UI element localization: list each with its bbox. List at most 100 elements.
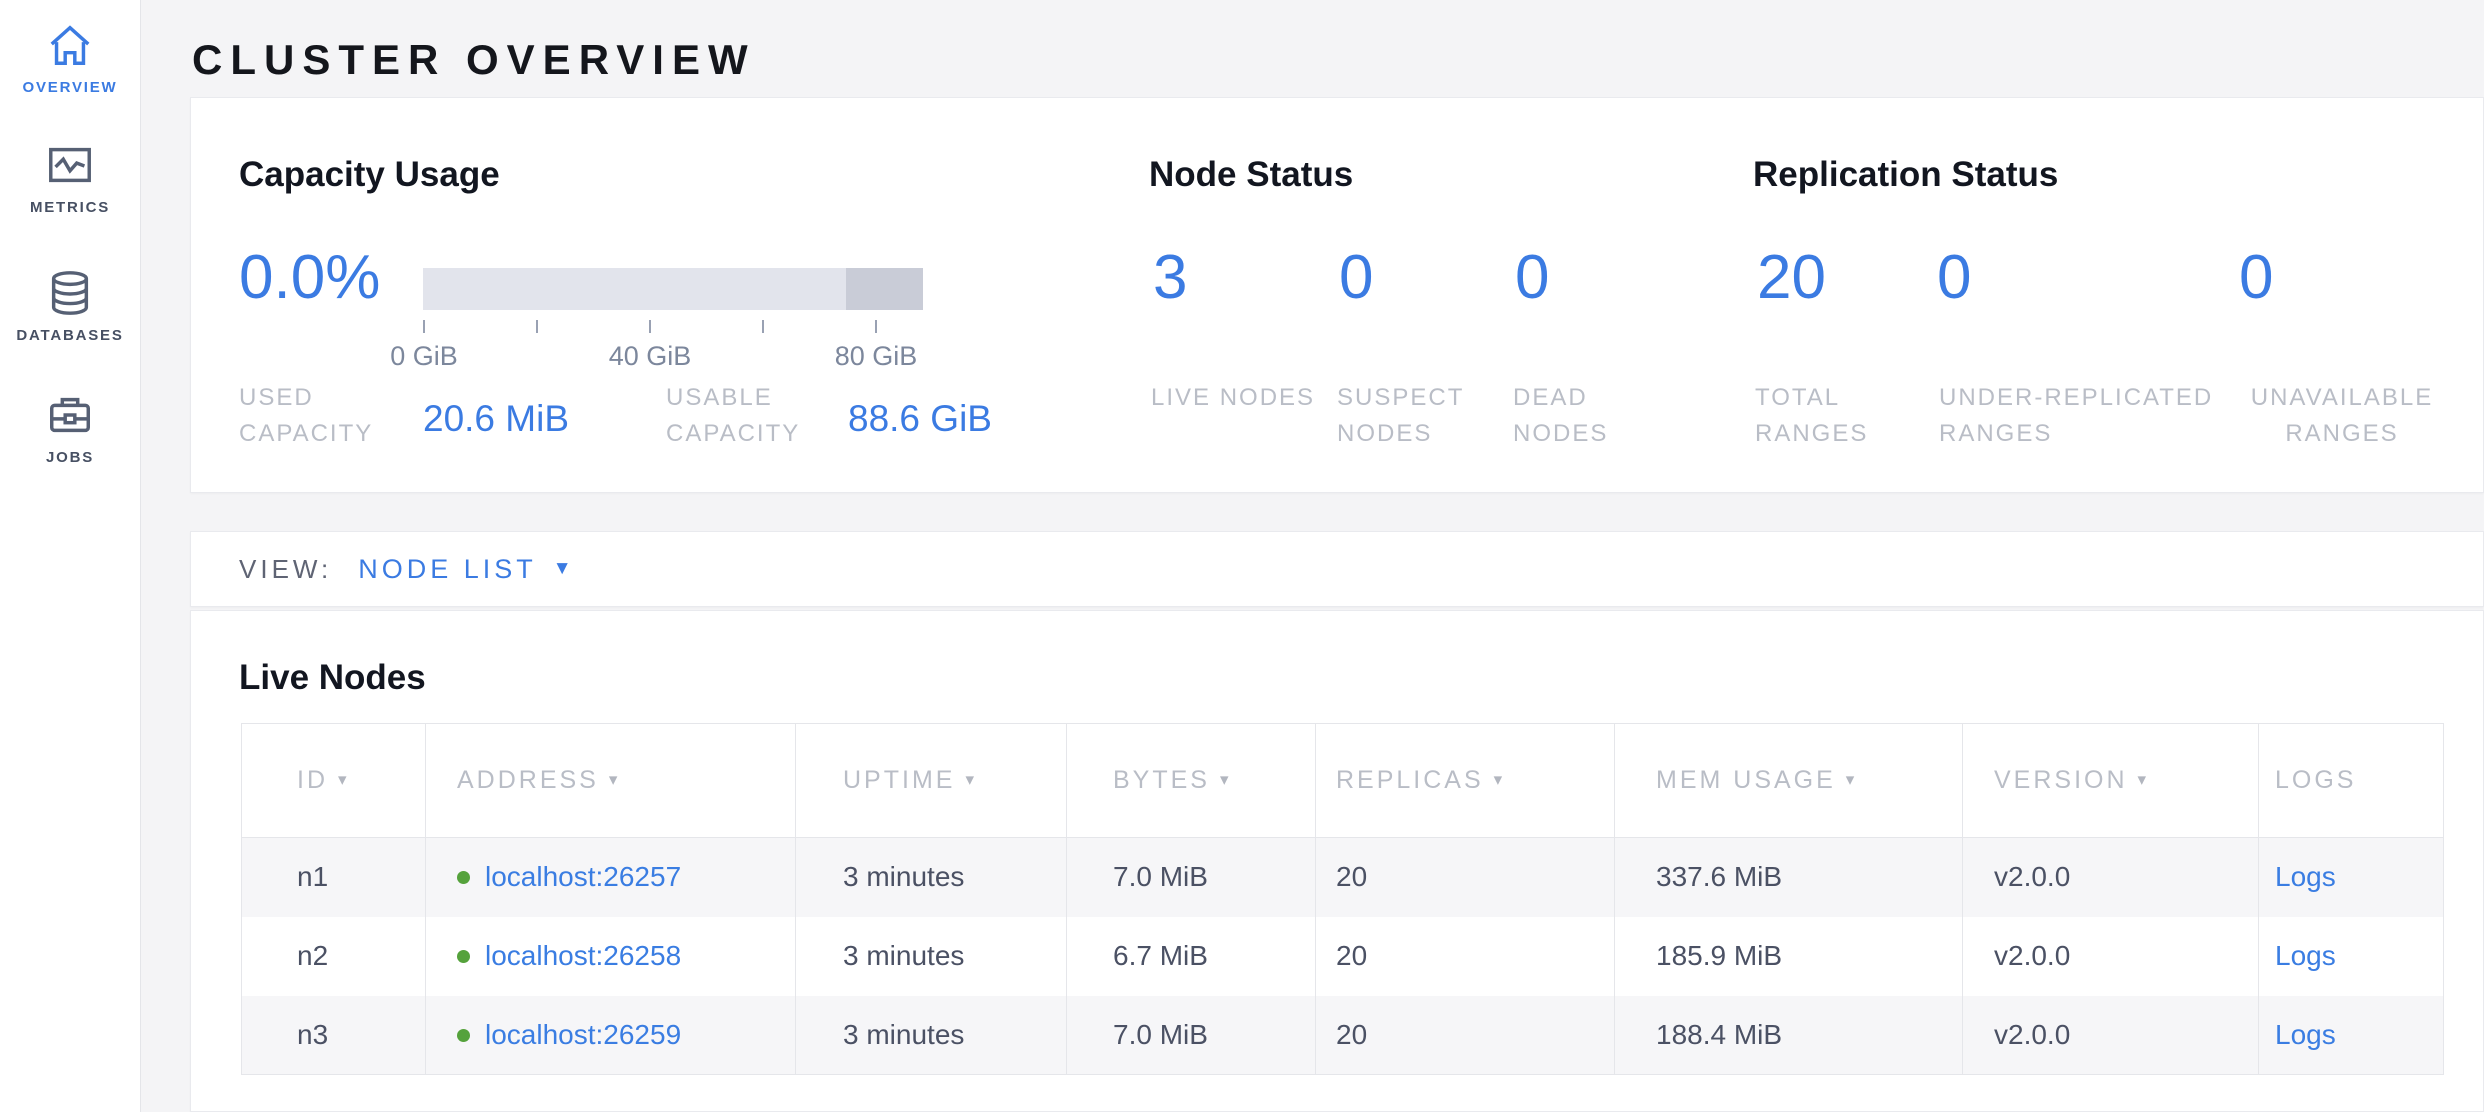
axis-tick bbox=[762, 320, 764, 333]
view-label: VIEW: bbox=[239, 553, 333, 584]
node-mem-usage-cell: 337.6 MiB bbox=[1614, 837, 1963, 917]
node-version-cell: v2.0.0 bbox=[1962, 916, 2259, 996]
sidebar-item-label: DATABASES bbox=[16, 327, 124, 344]
database-icon bbox=[45, 268, 95, 316]
unavailable-ranges-label: UNAVAILABLE RANGES bbox=[2250, 384, 2434, 447]
table-header-row: ID ▾ ADDRESS ▾ UPTIME ▾ BYTES ▾ REPLICAS ▾ ME… bbox=[241, 723, 2444, 838]
column-header-address[interactable]: ADDRESS ▾ bbox=[425, 723, 796, 838]
total-ranges-count: 20 bbox=[1757, 243, 1826, 312]
dead-nodes-count: 0 bbox=[1515, 243, 1550, 312]
capacity-used-percent: 0.0% bbox=[239, 243, 381, 312]
sidebar-item-databases[interactable]: DATABASES bbox=[0, 268, 140, 344]
capacity-bar-axis: 0 GiB 40 GiB 80 GiB bbox=[390, 320, 923, 380]
usable-capacity-label: USABLE CAPACITY bbox=[666, 384, 801, 447]
node-live-dot bbox=[457, 950, 470, 963]
axis-tick bbox=[875, 320, 877, 333]
node-logs-link[interactable]: Logs bbox=[2275, 940, 2336, 971]
table-row: n2 localhost:26258 3 minutes 6.7 MiB 20 … bbox=[242, 916, 2444, 996]
node-address-cell: localhost:26258 bbox=[425, 916, 796, 996]
node-logs-cell: Logs bbox=[2258, 837, 2444, 917]
live-nodes-count: 3 bbox=[1153, 243, 1188, 312]
column-header-version[interactable]: VERSION ▾ bbox=[1962, 723, 2259, 838]
view-dropdown[interactable]: NODE LIST ▼ bbox=[358, 554, 575, 585]
used-capacity-label: USED CAPACITY bbox=[239, 384, 374, 447]
column-header-bytes[interactable]: BYTES ▾ bbox=[1066, 723, 1316, 838]
node-mem-usage-cell: 185.9 MiB bbox=[1614, 916, 1963, 996]
live-nodes-heading: Live Nodes bbox=[239, 658, 426, 698]
axis-tick-label: 80 GiB bbox=[834, 341, 918, 371]
chevron-down-icon: ▼ bbox=[552, 558, 576, 579]
view-selector-bar: VIEW: NODE LIST ▼ bbox=[190, 531, 2484, 607]
column-header-uptime[interactable]: UPTIME ▾ bbox=[795, 723, 1067, 838]
briefcase-icon bbox=[45, 390, 95, 438]
axis-tick-label: 0 GiB bbox=[390, 341, 458, 371]
axis-tick bbox=[649, 320, 651, 333]
node-uptime-cell: 3 minutes bbox=[795, 995, 1067, 1075]
sidebar: OVERVIEW METRICS DATABASES JOBS bbox=[0, 0, 141, 1112]
table-row: n3 localhost:26259 3 minutes 7.0 MiB 20 … bbox=[241, 995, 2444, 1075]
sidebar-item-label: METRICS bbox=[29, 199, 111, 216]
node-uptime-cell: 3 minutes bbox=[795, 837, 1067, 917]
suspect-nodes-count: 0 bbox=[1339, 243, 1374, 312]
sidebar-item-jobs[interactable]: JOBS bbox=[0, 390, 140, 466]
node-id-cell: n3 bbox=[297, 1018, 329, 1050]
live-nodes-table: ID ▾ ADDRESS ▾ UPTIME ▾ BYTES ▾ REPLICAS ▾ ME… bbox=[241, 723, 2444, 1075]
suspect-nodes-label: SUSPECT NODES bbox=[1337, 384, 1464, 447]
usable-capacity-value: 88.6 GiB bbox=[848, 398, 992, 439]
node-address-link[interactable]: localhost:26257 bbox=[485, 861, 682, 893]
sort-arrow-icon: ▾ bbox=[338, 770, 350, 789]
sort-arrow-icon: ▾ bbox=[965, 770, 977, 789]
node-status-heading: Node Status bbox=[1149, 155, 1354, 195]
node-address-cell: localhost:26257 bbox=[425, 837, 796, 917]
node-bytes-cell: 6.7 MiB bbox=[1066, 916, 1316, 996]
cluster-summary-card: Capacity Usage 0.0% 0 GiB 40 GiB 80 GiB … bbox=[190, 97, 2484, 493]
node-id-cell: n2 bbox=[297, 940, 329, 971]
sidebar-item-label: OVERVIEW bbox=[22, 79, 118, 96]
node-replicas-cell: 20 bbox=[1315, 995, 1615, 1075]
node-replicas-cell: 20 bbox=[1315, 916, 1615, 996]
used-capacity-value: 20.6 MiB bbox=[423, 398, 570, 439]
node-uptime-cell: 3 minutes bbox=[795, 916, 1067, 996]
view-selected-value: NODE LIST bbox=[358, 553, 537, 584]
node-address-link[interactable]: localhost:26259 bbox=[485, 1018, 682, 1050]
live-nodes-card: Live Nodes ID ▾ ADDRESS ▾ UPTIME ▾ BYTES ▾ R… bbox=[190, 610, 2484, 1112]
node-replicas-cell: 20 bbox=[1315, 837, 1615, 917]
capacity-bar-dark-segment bbox=[846, 268, 923, 310]
page-title: CLUSTER OVERVIEW bbox=[192, 36, 756, 84]
home-icon bbox=[45, 20, 95, 68]
capacity-bar-chart bbox=[423, 268, 923, 310]
axis-tick-label: 40 GiB bbox=[608, 341, 692, 371]
sidebar-item-metrics[interactable]: METRICS bbox=[0, 140, 140, 216]
sort-arrow-icon: ▾ bbox=[2137, 770, 2150, 789]
sort-arrow-icon: ▾ bbox=[1493, 770, 1506, 789]
node-address-cell: localhost:26259 bbox=[425, 995, 796, 1075]
sort-arrow-icon: ▾ bbox=[1219, 770, 1232, 789]
node-logs-link[interactable]: Logs bbox=[2275, 1018, 2336, 1050]
capacity-usage-heading: Capacity Usage bbox=[239, 155, 500, 195]
axis-tick bbox=[423, 320, 425, 333]
node-logs-link[interactable]: Logs bbox=[2275, 861, 2336, 893]
column-header-id[interactable]: ID ▾ bbox=[241, 723, 426, 838]
node-bytes-cell: 7.0 MiB bbox=[1066, 837, 1316, 917]
sort-arrow-icon: ▾ bbox=[608, 770, 621, 789]
node-bytes-cell: 7.0 MiB bbox=[1066, 995, 1316, 1075]
node-version-cell: v2.0.0 bbox=[1962, 995, 2259, 1075]
node-id-cell: n1 bbox=[297, 861, 329, 893]
sidebar-item-overview[interactable]: OVERVIEW bbox=[0, 20, 140, 96]
axis-tick bbox=[536, 320, 538, 333]
node-logs-cell: Logs bbox=[2258, 916, 2444, 996]
node-logs-cell: Logs bbox=[2258, 995, 2444, 1075]
node-live-dot bbox=[457, 871, 470, 885]
table-row: n1 localhost:26257 3 minutes 7.0 MiB 20 … bbox=[241, 837, 2444, 917]
node-version-cell: v2.0.0 bbox=[1962, 837, 2259, 917]
chart-icon bbox=[45, 140, 95, 188]
column-header-logs: LOGS bbox=[2258, 723, 2444, 838]
column-header-replicas[interactable]: REPLICAS ▾ bbox=[1315, 723, 1615, 838]
column-header-mem-usage[interactable]: MEM USAGE ▾ bbox=[1614, 723, 1963, 838]
under-replicated-ranges-count: 0 bbox=[1937, 243, 1972, 312]
node-address-link[interactable]: localhost:26258 bbox=[485, 940, 682, 971]
total-ranges-label: TOTAL RANGES bbox=[1755, 384, 1869, 447]
under-replicated-ranges-label: UNDER-REPLICATED RANGES bbox=[1939, 384, 2214, 447]
sidebar-item-label: JOBS bbox=[45, 449, 95, 466]
